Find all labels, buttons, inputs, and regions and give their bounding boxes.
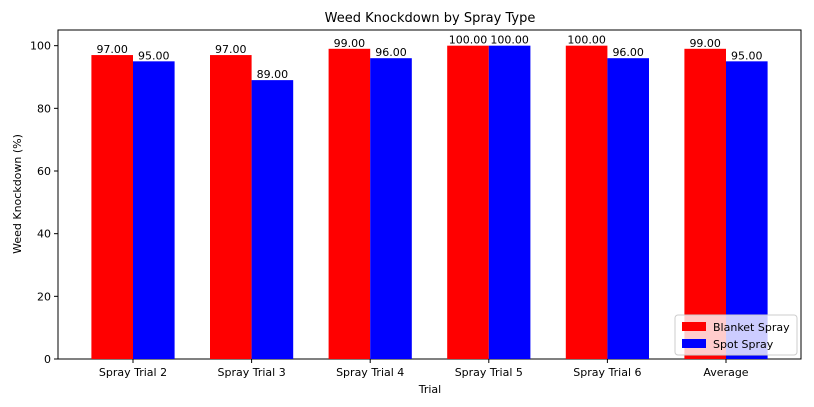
y-tick-label: 60 — [37, 165, 51, 178]
bar — [607, 58, 649, 359]
bar — [684, 48, 726, 360]
bar-value-label: 95.00 — [138, 49, 170, 62]
y-tick-label: 20 — [37, 290, 51, 303]
x-tick-label: Spray Trial 5 — [455, 366, 523, 379]
legend: Blanket Spray Spot Spray — [674, 314, 798, 356]
bar — [488, 45, 531, 360]
legend-label: Spot Spray — [713, 338, 774, 351]
x-tick-label: Spray Trial 6 — [573, 366, 641, 379]
y-tick-label: 100 — [30, 40, 51, 53]
bar-value-label: 100.00 — [449, 34, 488, 47]
chart-title: Weed Knockdown by Spray Type — [325, 11, 536, 26]
bar — [210, 55, 252, 360]
x-tick-label: Average — [703, 366, 748, 379]
bar — [251, 80, 294, 359]
y-tick-label: 40 — [37, 228, 51, 241]
bar — [726, 61, 768, 359]
bar-value-label: 89.00 — [257, 68, 289, 81]
bar-value-label: 96.00 — [375, 46, 407, 59]
bar-value-label: 99.00 — [334, 37, 366, 50]
bar-value-label: 96.00 — [612, 46, 644, 59]
bar-value-label: 100.00 — [490, 34, 529, 47]
plot-area: 0 20 40 60 80 100 97.00 95.00 Spray Trial 2 97.00… — [30, 29, 802, 379]
bar — [91, 55, 133, 360]
x-tick-label: Spray Trial 4 — [336, 366, 404, 379]
bar-value-label: 100.00 — [567, 34, 606, 47]
bar-value-label: 97.00 — [215, 43, 247, 56]
legend-swatch — [682, 322, 706, 331]
bar — [328, 48, 371, 360]
y-tick-label: 0 — [44, 353, 51, 366]
plot-frame — [57, 29, 802, 360]
y-axis-label: Weed Knockdown (%) — [11, 134, 24, 254]
x-axis-label: Trial — [418, 383, 441, 396]
x-tick-label: Spray Trial 2 — [99, 366, 167, 379]
legend-label: Blanket Spray — [713, 321, 790, 334]
legend-swatch — [682, 339, 706, 348]
y-tick-label: 80 — [37, 102, 51, 115]
x-tick-label: Spray Trial 3 — [217, 366, 285, 379]
bar — [565, 45, 608, 360]
bar — [370, 58, 412, 359]
bar-value-label: 97.00 — [96, 43, 128, 56]
bar — [133, 61, 175, 359]
bar-value-label: 95.00 — [731, 49, 763, 62]
bar-value-label: 99.00 — [689, 37, 721, 50]
bar — [447, 45, 489, 360]
